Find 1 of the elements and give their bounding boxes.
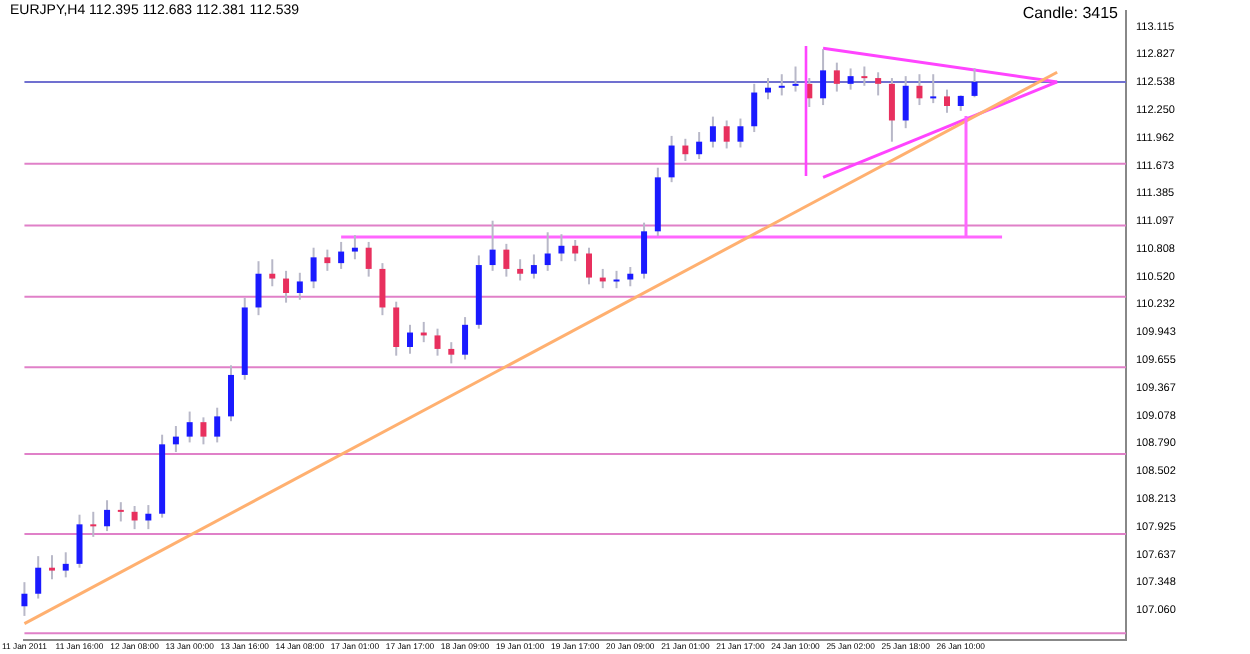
annotation: Candle: 3415: [1022, 4, 1118, 22]
